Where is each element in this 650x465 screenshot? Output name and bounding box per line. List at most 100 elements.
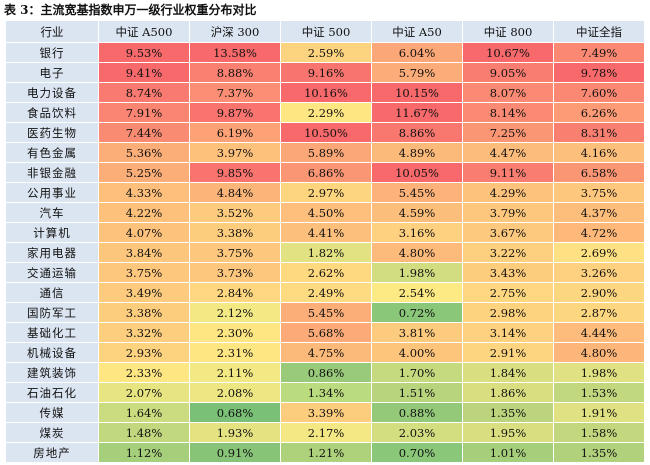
weight-cell: 9.85% bbox=[189, 162, 281, 183]
industry-name-cell: 交通运输 bbox=[5, 262, 99, 283]
table-row: 机械设备 2.93% 2.31% 4.75% 4.00% 2.91% 4.80% bbox=[5, 342, 645, 363]
weight-cell: 3.32% bbox=[98, 322, 190, 343]
weight-cell: 1.91% bbox=[553, 402, 645, 423]
industry-name-cell: 电子 bbox=[5, 62, 99, 83]
weight-cell: 2.87% bbox=[553, 302, 645, 323]
weight-cell: 6.19% bbox=[189, 122, 281, 143]
header-industry: 行业 bbox=[5, 20, 99, 43]
table-row: 电子 9.41% 8.88% 9.16% 5.79% 9.05% 9.78% bbox=[5, 62, 645, 83]
weight-cell: 7.44% bbox=[98, 122, 190, 143]
weight-cell: 7.60% bbox=[553, 82, 645, 103]
weight-cell: 4.00% bbox=[371, 342, 463, 363]
weight-cell: 3.38% bbox=[189, 222, 281, 243]
weight-cell: 3.67% bbox=[462, 222, 554, 243]
weight-cell: 1.98% bbox=[371, 262, 463, 283]
table-row: 公用事业 4.33% 4.84% 2.97% 5.45% 4.29% 3.75% bbox=[5, 182, 645, 203]
industry-name-cell: 银行 bbox=[5, 42, 99, 63]
weight-cell: 1.53% bbox=[553, 382, 645, 403]
weight-cell: 4.44% bbox=[553, 322, 645, 343]
header-csi-500: 中证 500 bbox=[280, 20, 372, 43]
weight-cell: 2.08% bbox=[189, 382, 281, 403]
industry-name-cell: 有色金属 bbox=[5, 142, 99, 163]
weight-cell: 8.74% bbox=[98, 82, 190, 103]
weight-cell: 2.11% bbox=[189, 362, 281, 383]
weight-cell: 2.97% bbox=[280, 182, 372, 203]
weight-cell: 8.07% bbox=[462, 82, 554, 103]
weight-cell: 6.86% bbox=[280, 162, 372, 183]
weight-cell: 3.39% bbox=[280, 402, 372, 423]
table-row: 食品饮料 7.91% 9.87% 2.29% 11.67% 8.14% 6.26% bbox=[5, 102, 645, 123]
industry-name-cell: 食品饮料 bbox=[5, 102, 99, 123]
weight-cell: 1.58% bbox=[553, 422, 645, 443]
weight-cell: 5.36% bbox=[98, 142, 190, 163]
weight-cell: 6.04% bbox=[371, 42, 463, 63]
weight-cell: 2.91% bbox=[462, 342, 554, 363]
weight-cell: 0.88% bbox=[371, 402, 463, 423]
weight-cell: 0.68% bbox=[189, 402, 281, 423]
weight-cell: 9.78% bbox=[553, 62, 645, 83]
weight-cell: 1.82% bbox=[280, 242, 372, 263]
weight-cell: 4.59% bbox=[371, 202, 463, 223]
weight-cell: 5.79% bbox=[371, 62, 463, 83]
weight-cell: 2.75% bbox=[462, 282, 554, 303]
industry-name-cell: 机械设备 bbox=[5, 342, 99, 363]
weight-cell: 2.59% bbox=[280, 42, 372, 63]
table-row: 基础化工 3.32% 2.30% 5.68% 3.81% 3.14% 4.44% bbox=[5, 322, 645, 343]
weight-cell: 1.01% bbox=[462, 442, 554, 463]
table-row: 交通运输 3.75% 3.73% 2.62% 1.98% 3.43% 3.26% bbox=[5, 262, 645, 283]
weight-cell: 9.05% bbox=[462, 62, 554, 83]
weight-cell: 1.34% bbox=[280, 382, 372, 403]
table-row: 电力设备 8.74% 7.37% 10.16% 10.15% 8.07% 7.60% bbox=[5, 82, 645, 103]
table-row: 建筑装饰 2.33% 2.11% 0.86% 1.70% 1.84% 1.98% bbox=[5, 362, 645, 383]
weight-cell: 10.15% bbox=[371, 82, 463, 103]
weight-cell: 10.16% bbox=[280, 82, 372, 103]
table-row: 医药生物 7.44% 6.19% 10.50% 8.86% 7.25% 8.31% bbox=[5, 122, 645, 143]
weight-cell: 2.69% bbox=[553, 242, 645, 263]
header-csi-all: 中证全指 bbox=[553, 20, 645, 43]
weight-cell: 3.75% bbox=[189, 242, 281, 263]
weight-cell: 4.89% bbox=[371, 142, 463, 163]
weight-cell: 4.33% bbox=[98, 182, 190, 203]
weight-cell: 1.93% bbox=[189, 422, 281, 443]
industry-name-cell: 电力设备 bbox=[5, 82, 99, 103]
weight-cell: 1.35% bbox=[553, 442, 645, 463]
weight-cell: 10.05% bbox=[371, 162, 463, 183]
weight-cell: 4.75% bbox=[280, 342, 372, 363]
weight-cell: 0.72% bbox=[371, 302, 463, 323]
weight-cell: 3.97% bbox=[189, 142, 281, 163]
header-csi-800: 中证 800 bbox=[462, 20, 554, 43]
weight-cell: 2.17% bbox=[280, 422, 372, 443]
weight-cell: 1.64% bbox=[98, 402, 190, 423]
weight-cell: 3.26% bbox=[553, 262, 645, 283]
weight-cell: 5.45% bbox=[371, 182, 463, 203]
weight-cell: 9.11% bbox=[462, 162, 554, 183]
table-row: 银行 9.53% 13.58% 2.59% 6.04% 10.67% 7.49% bbox=[5, 42, 645, 63]
table-body: 银行 9.53% 13.58% 2.59% 6.04% 10.67% 7.49% 电子 9.41… bbox=[5, 42, 645, 463]
weight-cell: 3.14% bbox=[462, 322, 554, 343]
weight-cell: 4.84% bbox=[189, 182, 281, 203]
weight-cell: 3.73% bbox=[189, 262, 281, 283]
industry-name-cell: 房地产 bbox=[5, 442, 99, 463]
industry-name-cell: 建筑装饰 bbox=[5, 362, 99, 383]
weight-cell: 1.86% bbox=[462, 382, 554, 403]
weight-cell: 3.75% bbox=[553, 182, 645, 203]
industry-name-cell: 煤炭 bbox=[5, 422, 99, 443]
weight-cell: 3.81% bbox=[371, 322, 463, 343]
industry-name-cell: 传媒 bbox=[5, 402, 99, 423]
weight-cell: 10.50% bbox=[280, 122, 372, 143]
table-row: 房地产 1.12% 0.91% 1.21% 0.70% 1.01% 1.35% bbox=[5, 442, 645, 463]
weight-cell: 1.70% bbox=[371, 362, 463, 383]
weight-cell: 4.72% bbox=[553, 222, 645, 243]
weight-cell: 3.43% bbox=[462, 262, 554, 283]
weight-cell: 2.93% bbox=[98, 342, 190, 363]
weight-cell: 3.84% bbox=[98, 242, 190, 263]
industry-name-cell: 国防军工 bbox=[5, 302, 99, 323]
weight-cell: 2.62% bbox=[280, 262, 372, 283]
weight-cell: 4.50% bbox=[280, 202, 372, 223]
weight-cell: 4.22% bbox=[98, 202, 190, 223]
weight-cell: 2.07% bbox=[98, 382, 190, 403]
weight-cell: 8.31% bbox=[553, 122, 645, 143]
table-row: 汽车 4.22% 3.52% 4.50% 4.59% 3.79% 4.37% bbox=[5, 202, 645, 223]
weight-cell: 3.16% bbox=[371, 222, 463, 243]
weight-cell: 1.84% bbox=[462, 362, 554, 383]
